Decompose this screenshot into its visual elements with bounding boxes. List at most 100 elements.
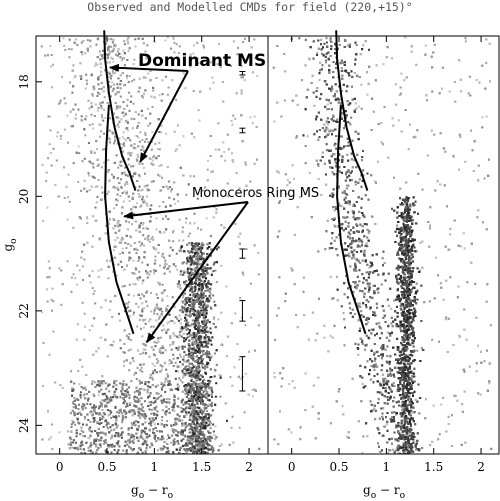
star-point	[120, 178, 122, 181]
star-point	[191, 247, 194, 249]
star-point	[164, 75, 167, 78]
star-point	[187, 359, 190, 362]
star-point	[154, 401, 157, 404]
star-point	[199, 330, 202, 333]
star-point	[196, 197, 199, 200]
star-point	[107, 38, 110, 41]
star-point	[91, 123, 94, 126]
star-point	[185, 329, 188, 331]
star-point	[72, 273, 75, 276]
star-point	[51, 287, 54, 290]
star-point	[122, 200, 125, 203]
star-point	[76, 264, 79, 267]
star-point	[136, 325, 139, 328]
star-point	[236, 343, 239, 346]
star-point	[149, 404, 152, 406]
star-point	[88, 429, 91, 432]
star-point	[234, 312, 237, 315]
star-point	[126, 388, 129, 391]
star-point	[149, 240, 151, 243]
star-point	[163, 272, 166, 275]
star-point	[163, 423, 166, 426]
star-point	[100, 186, 103, 189]
star-point	[194, 434, 197, 437]
star-point	[209, 359, 211, 362]
star-point	[157, 251, 160, 254]
star-point	[205, 269, 208, 272]
star-point	[176, 268, 179, 271]
star-point	[181, 371, 184, 374]
star-point	[161, 409, 164, 412]
star-point	[206, 410, 208, 413]
star-point	[111, 89, 114, 92]
star-point	[109, 426, 112, 429]
star-point	[125, 449, 128, 452]
star-point	[203, 437, 205, 440]
star-point	[132, 313, 135, 316]
star-point	[140, 366, 143, 369]
star-point	[127, 42, 130, 45]
star-point	[51, 448, 54, 450]
star-point	[141, 139, 144, 141]
star-point	[191, 282, 194, 285]
star-point	[194, 370, 197, 373]
star-point	[151, 236, 154, 238]
star-point	[83, 416, 86, 418]
star-point	[238, 426, 241, 429]
star-point	[123, 360, 126, 363]
star-point	[158, 317, 161, 320]
star-point	[141, 342, 144, 345]
star-point	[191, 419, 194, 422]
star-point	[186, 439, 189, 442]
star-point	[208, 294, 211, 297]
star-point	[150, 420, 153, 423]
star-point	[128, 259, 130, 262]
star-point	[87, 419, 90, 421]
star-point	[118, 411, 121, 414]
star-point	[118, 415, 121, 418]
star-point	[183, 444, 186, 447]
star-point	[166, 36, 169, 39]
star-point	[79, 444, 82, 447]
star-point	[140, 397, 143, 400]
star-point	[174, 202, 177, 205]
star-point	[154, 255, 157, 258]
star-point	[161, 79, 164, 82]
star-point	[184, 340, 187, 343]
star-point	[172, 240, 175, 243]
star-point	[151, 141, 153, 143]
star-point	[114, 239, 117, 242]
star-point	[124, 182, 127, 185]
star-point	[94, 185, 97, 188]
star-point	[207, 267, 210, 270]
star-point	[86, 39, 89, 42]
star-point	[119, 95, 122, 98]
star-point	[91, 382, 93, 385]
star-point	[113, 207, 116, 210]
star-point	[194, 317, 197, 320]
star-point	[129, 75, 131, 77]
star-point	[174, 417, 177, 420]
star-point	[186, 333, 189, 336]
star-point	[164, 411, 167, 413]
star-point	[140, 431, 143, 434]
star-point	[121, 135, 124, 138]
star-point	[179, 379, 182, 382]
star-point	[189, 255, 192, 258]
star-point	[129, 235, 132, 237]
star-point	[201, 306, 204, 309]
star-point	[157, 148, 160, 150]
star-point	[77, 370, 80, 373]
star-point	[200, 309, 203, 312]
star-point	[128, 283, 131, 286]
star-point	[66, 260, 69, 263]
star-point	[203, 252, 205, 255]
star-point	[110, 411, 113, 414]
star-point	[203, 303, 206, 306]
star-point	[107, 445, 110, 448]
star-point	[114, 72, 117, 75]
star-point	[126, 405, 129, 407]
star-point	[188, 332, 190, 335]
star-point	[132, 360, 135, 363]
star-point	[141, 114, 144, 117]
